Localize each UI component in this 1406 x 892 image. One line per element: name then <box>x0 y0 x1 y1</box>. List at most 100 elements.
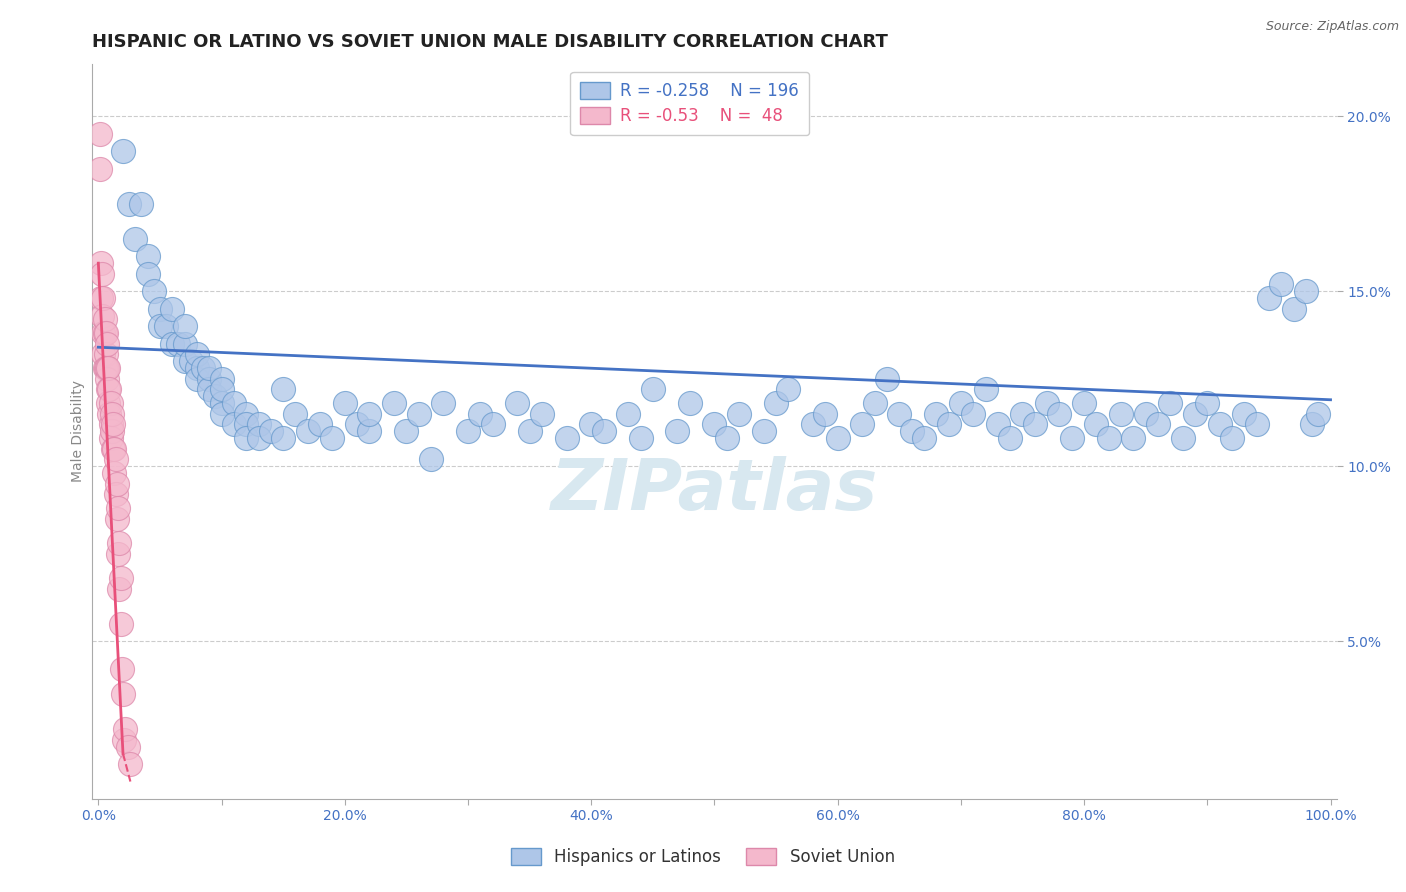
Point <box>100 431 122 445</box>
Point <box>198 372 221 386</box>
Point <box>1036 396 1059 410</box>
Point <box>114 722 136 736</box>
Point <box>863 396 886 410</box>
Point <box>104 487 127 501</box>
Point <box>555 431 578 445</box>
Point <box>321 431 343 445</box>
Point <box>107 547 129 561</box>
Point <box>94 326 117 341</box>
Point <box>1308 407 1330 421</box>
Point <box>162 301 184 316</box>
Y-axis label: Male Disability: Male Disability <box>72 380 86 483</box>
Point <box>1109 407 1132 421</box>
Point <box>1220 431 1243 445</box>
Point <box>1011 407 1033 421</box>
Point <box>432 396 454 410</box>
Point <box>1282 301 1305 316</box>
Point <box>987 417 1010 432</box>
Point <box>117 739 139 754</box>
Point <box>1258 291 1281 305</box>
Point <box>91 326 114 341</box>
Point <box>506 396 529 410</box>
Point <box>1184 407 1206 421</box>
Point <box>96 372 118 386</box>
Point <box>104 452 127 467</box>
Point <box>1024 417 1046 432</box>
Point <box>105 512 128 526</box>
Point <box>90 256 112 270</box>
Point <box>827 431 849 445</box>
Point <box>297 425 319 439</box>
Point <box>247 417 270 432</box>
Point <box>120 757 142 772</box>
Text: HISPANIC OR LATINO VS SOVIET UNION MALE DISABILITY CORRELATION CHART: HISPANIC OR LATINO VS SOVIET UNION MALE … <box>93 33 889 51</box>
Point <box>155 319 177 334</box>
Point <box>592 425 614 439</box>
Point <box>89 161 111 176</box>
Point <box>124 232 146 246</box>
Point <box>359 425 381 439</box>
Point <box>94 361 117 376</box>
Point <box>110 571 132 585</box>
Point <box>136 267 159 281</box>
Point <box>91 309 114 323</box>
Point <box>728 407 751 421</box>
Point <box>94 347 117 361</box>
Point <box>108 536 131 550</box>
Point <box>998 431 1021 445</box>
Point <box>679 396 702 410</box>
Point <box>359 407 381 421</box>
Point <box>949 396 972 410</box>
Point <box>470 407 492 421</box>
Point <box>131 196 153 211</box>
Point <box>149 319 172 334</box>
Point <box>97 361 120 376</box>
Point <box>912 431 935 445</box>
Point <box>778 382 800 396</box>
Point <box>186 347 208 361</box>
Point <box>346 417 368 432</box>
Point <box>284 407 307 421</box>
Point <box>1208 417 1230 432</box>
Point <box>309 417 332 432</box>
Point <box>1171 431 1194 445</box>
Point <box>581 417 603 432</box>
Point <box>617 407 640 421</box>
Point <box>801 417 824 432</box>
Point <box>876 372 898 386</box>
Point <box>222 417 245 432</box>
Point <box>703 417 725 432</box>
Point <box>1073 396 1095 410</box>
Point <box>142 284 165 298</box>
Point <box>1060 431 1083 445</box>
Point <box>101 407 124 421</box>
Point <box>101 417 124 432</box>
Point <box>173 319 195 334</box>
Point <box>1301 417 1323 432</box>
Point <box>98 407 121 421</box>
Point <box>247 431 270 445</box>
Point <box>100 417 122 432</box>
Point <box>889 407 911 421</box>
Point <box>173 336 195 351</box>
Point <box>98 382 121 396</box>
Point <box>457 425 479 439</box>
Point <box>91 267 114 281</box>
Point <box>666 425 689 439</box>
Point <box>186 361 208 376</box>
Point <box>481 417 503 432</box>
Point <box>107 501 129 516</box>
Point <box>1085 417 1108 432</box>
Point <box>191 361 214 376</box>
Point <box>105 476 128 491</box>
Point <box>900 425 922 439</box>
Point <box>938 417 960 432</box>
Point <box>1197 396 1219 410</box>
Point <box>630 431 652 445</box>
Point <box>765 396 787 410</box>
Point <box>420 452 443 467</box>
Point <box>180 354 202 368</box>
Point <box>211 407 233 421</box>
Point <box>97 382 120 396</box>
Point <box>198 382 221 396</box>
